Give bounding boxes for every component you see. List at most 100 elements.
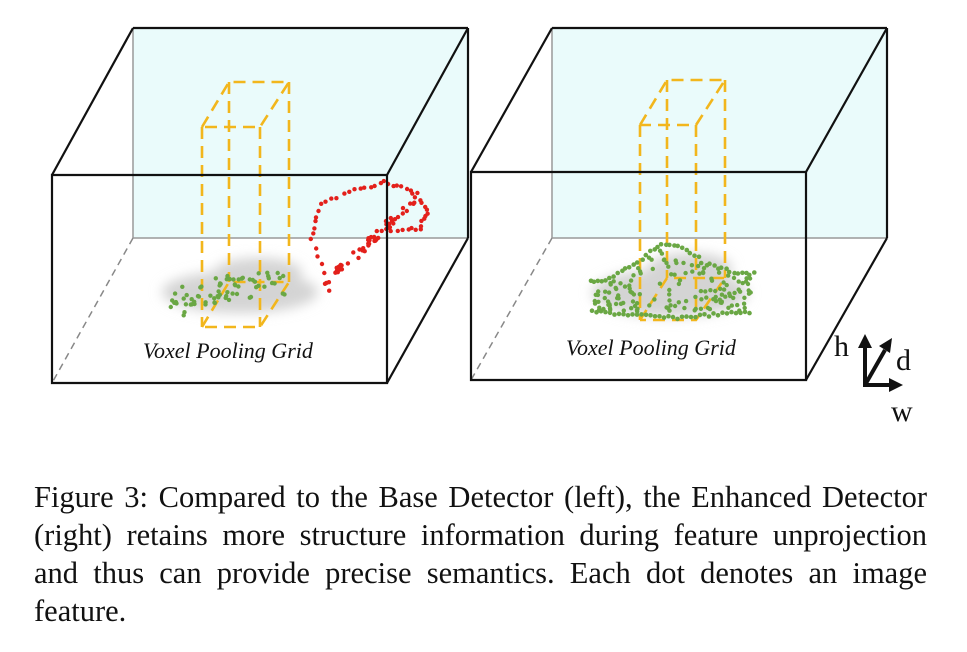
feature-dot [643, 252, 649, 258]
feature-dot [711, 311, 716, 316]
feature-dot [629, 306, 634, 311]
projected-dot [398, 184, 404, 189]
projected-dot [322, 270, 327, 276]
feature-dot [647, 303, 652, 308]
feature-dot [266, 273, 271, 279]
feature-dot [269, 280, 275, 286]
feature-dot [668, 303, 673, 308]
feature-dot [607, 275, 612, 281]
projected-dot [400, 227, 405, 233]
feature-dot [718, 286, 723, 291]
feature-dot [622, 266, 628, 271]
feature-dot [203, 300, 208, 305]
feature-dot [712, 263, 717, 268]
feature-dot [643, 312, 649, 318]
feature-dot [208, 293, 213, 298]
feature-dot [667, 298, 672, 303]
projected-dot [357, 247, 362, 252]
feature-dot [693, 306, 698, 312]
feature-dot [716, 270, 722, 275]
feature-dot [698, 260, 704, 266]
feature-dot [612, 312, 617, 317]
projected-dot [329, 196, 334, 201]
feature-dot [705, 305, 711, 311]
feature-dot [690, 269, 695, 274]
right-back-wall [552, 28, 887, 238]
feature-dot [638, 271, 643, 276]
feature-dot [699, 297, 704, 302]
projected-dot [419, 218, 424, 224]
feature-dot [700, 270, 706, 275]
projected-dot [415, 190, 420, 196]
feature-dot [667, 292, 672, 297]
feature-dot [616, 311, 622, 317]
feature-dot [657, 314, 662, 319]
axis-h-arrowhead [858, 334, 872, 348]
feature-dot [168, 304, 173, 310]
feature-dot [233, 283, 238, 288]
feature-dot [262, 284, 267, 289]
feature-dot [592, 301, 598, 306]
feature-dot [606, 302, 611, 307]
feature-dot [747, 272, 752, 278]
projected-dot [345, 261, 351, 266]
feature-dot [596, 289, 601, 294]
feature-dot [650, 266, 655, 272]
feature-dot [742, 309, 748, 315]
feature-dot [192, 301, 197, 307]
right-hidden-edge [470, 237, 553, 381]
feature-dot [697, 271, 702, 276]
projected-dot [356, 255, 361, 261]
feature-dot [658, 242, 664, 247]
projected-dot [323, 199, 328, 204]
feature-dot [698, 306, 704, 311]
feature-dot [605, 299, 611, 304]
projected-dot [312, 226, 317, 231]
feature-dot [744, 276, 749, 281]
feature-dot [224, 293, 229, 299]
left-box-frame [50, 26, 470, 385]
feature-dot [736, 279, 741, 284]
feature-dot [711, 297, 716, 302]
projected-dot [362, 185, 367, 190]
feature-dot [649, 257, 654, 262]
feature-dot [735, 271, 741, 276]
feature-dot [713, 288, 718, 294]
feature-dot [180, 284, 185, 289]
feature-dot [630, 299, 636, 304]
feature-dot [732, 290, 737, 296]
feature-dot [250, 277, 255, 283]
figure-illustration: Voxel Pooling Grid Voxel Pooling [50, 26, 913, 428]
left-feature-dots [168, 270, 287, 318]
projected-dot [404, 186, 410, 192]
feature-dot [704, 295, 709, 300]
feature-dot [721, 280, 726, 285]
projected-dot [372, 236, 377, 242]
feature-dot [652, 297, 657, 302]
projected-dot [339, 267, 345, 272]
feature-dot [719, 292, 725, 297]
projected-dot [327, 288, 332, 293]
feature-dot [634, 260, 640, 265]
feature-dot [621, 311, 626, 317]
feature-dot [729, 309, 734, 315]
feature-dot [683, 270, 688, 276]
projected-dot [314, 246, 319, 251]
feature-dot [708, 288, 713, 293]
feature-dot [689, 263, 695, 268]
feature-dot [693, 314, 698, 320]
projected-dot [374, 228, 379, 234]
feature-dot [212, 296, 217, 301]
projected-dot [362, 249, 367, 254]
projected-dot [418, 227, 423, 232]
feature-dot [724, 311, 730, 316]
feature-dot [709, 276, 714, 281]
feature-dot [184, 292, 189, 298]
feature-dot [687, 250, 693, 256]
feature-dot [601, 306, 606, 312]
projected-dot [379, 228, 384, 234]
projected-dot [311, 231, 316, 236]
feature-dot [679, 314, 685, 320]
projected-dot [411, 201, 416, 206]
feature-dot [661, 315, 667, 320]
